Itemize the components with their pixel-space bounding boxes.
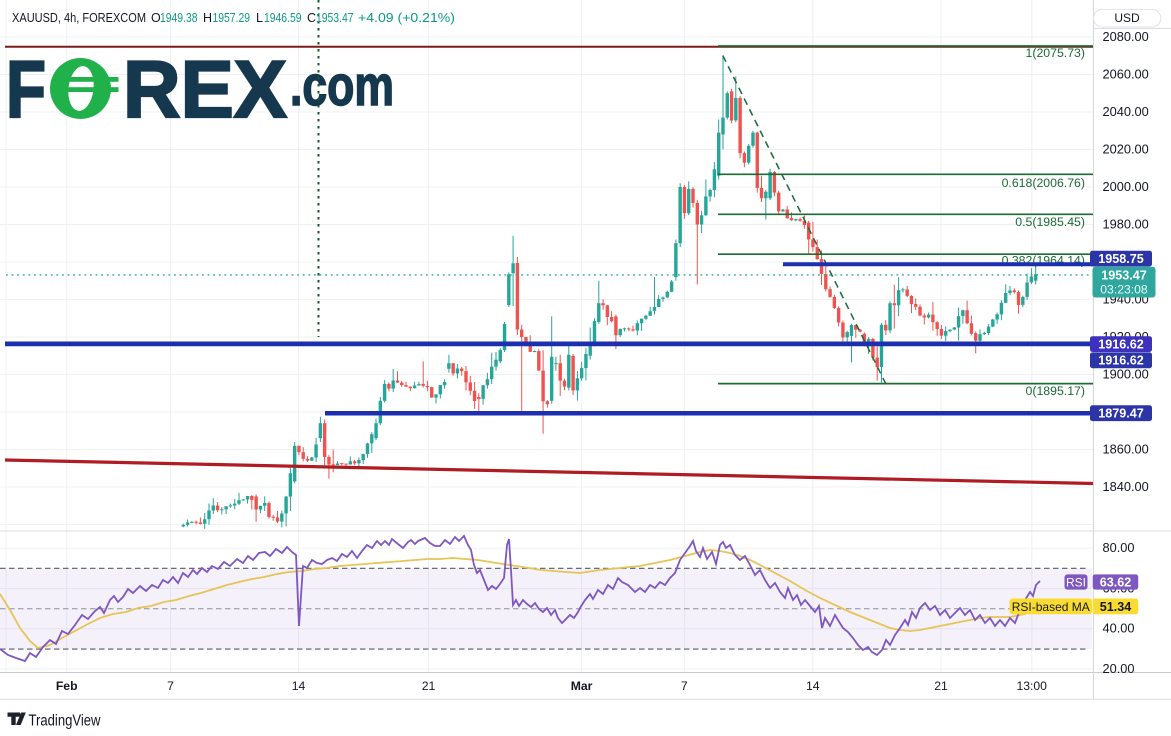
svg-text:RSI-based MA: RSI-based MA — [1012, 600, 1090, 614]
svg-text:80.00: 80.00 — [1103, 540, 1135, 555]
svg-text:1957.29: 1957.29 — [213, 11, 251, 25]
svg-text:1916.62: 1916.62 — [1098, 354, 1144, 368]
svg-text:1953.47: 1953.47 — [316, 11, 354, 25]
svg-text:2020.00: 2020.00 — [1103, 142, 1149, 157]
svg-text:.com: .com — [290, 54, 394, 118]
svg-text:Mar: Mar — [571, 679, 593, 693]
svg-text:O: O — [151, 11, 161, 25]
svg-text:21: 21 — [934, 679, 948, 693]
svg-text:1900.00: 1900.00 — [1103, 367, 1149, 382]
svg-text:1(2075.73): 1(2075.73) — [1026, 46, 1085, 60]
svg-text:USD: USD — [1114, 11, 1140, 25]
svg-text:2080.00: 2080.00 — [1103, 29, 1149, 44]
svg-text:13:00: 13:00 — [1016, 679, 1047, 693]
svg-text:20.00: 20.00 — [1103, 661, 1135, 676]
svg-text:7: 7 — [681, 679, 688, 693]
svg-text:03:23:08: 03:23:08 — [1100, 283, 1148, 297]
svg-text:F: F — [6, 45, 46, 135]
svg-text:7: 7 — [167, 679, 174, 693]
svg-text:1840.00: 1840.00 — [1103, 479, 1149, 494]
svg-text:2060.00: 2060.00 — [1103, 67, 1149, 82]
svg-text:1949.38: 1949.38 — [160, 11, 198, 25]
svg-text:1946.59: 1946.59 — [264, 11, 302, 25]
svg-text:0.618(2006.76): 0.618(2006.76) — [1002, 176, 1085, 190]
svg-text:2040.00: 2040.00 — [1103, 104, 1149, 119]
svg-text:51.34: 51.34 — [1100, 600, 1132, 614]
svg-text:1879.47: 1879.47 — [1098, 407, 1144, 421]
svg-text:14: 14 — [806, 679, 820, 693]
svg-text:+4.09 (+0.21%): +4.09 (+0.21%) — [358, 11, 455, 25]
svg-text:Feb: Feb — [56, 679, 78, 693]
svg-text:1958.75: 1958.75 — [1098, 252, 1144, 266]
svg-text:40.00: 40.00 — [1103, 621, 1135, 636]
svg-text:TradingView: TradingView — [29, 712, 102, 729]
svg-text:1860.00: 1860.00 — [1103, 442, 1149, 457]
svg-text:L: L — [256, 11, 263, 25]
svg-text:C: C — [307, 11, 316, 25]
svg-text:XAUUSD, 4h, FOREXCOM: XAUUSD, 4h, FOREXCOM — [12, 11, 146, 25]
svg-text:RSI: RSI — [1066, 576, 1086, 590]
svg-text:63.62: 63.62 — [1100, 576, 1132, 590]
svg-text:1953.47: 1953.47 — [1101, 268, 1147, 282]
svg-text:21: 21 — [422, 679, 436, 693]
svg-text:0.5(1985.45): 0.5(1985.45) — [1015, 215, 1085, 229]
svg-text:14: 14 — [292, 679, 306, 693]
svg-text:0(1895.17): 0(1895.17) — [1026, 384, 1085, 398]
svg-text:H: H — [203, 11, 212, 25]
svg-text:1980.00: 1980.00 — [1103, 217, 1149, 232]
svg-text:2000.00: 2000.00 — [1103, 179, 1149, 194]
svg-text:1916.62: 1916.62 — [1098, 338, 1144, 352]
svg-text:REX: REX — [123, 45, 287, 135]
